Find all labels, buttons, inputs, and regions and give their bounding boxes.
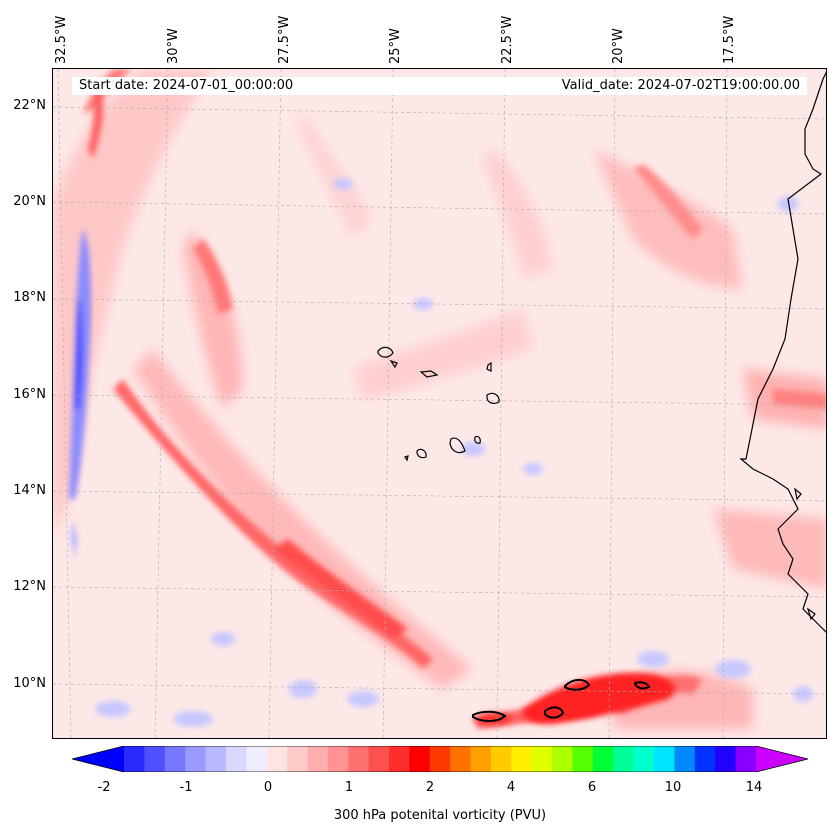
colorbar-segment: [613, 746, 635, 772]
colorbar-segment: [490, 746, 512, 772]
cb-tick-2: 2: [425, 780, 435, 795]
colorbar-segment: [429, 746, 451, 772]
cb-tick-minus-1: -1: [179, 780, 193, 795]
lat-label-10n: 10°N: [13, 676, 46, 691]
colorbar-segment: [572, 746, 594, 772]
cb-tick-10: 10: [664, 780, 682, 795]
colorbar-segment: [552, 746, 574, 772]
lon-label-30w: 30°W: [166, 28, 181, 64]
colorbar-segment: [633, 746, 655, 772]
cb-tick-minus-2: -2: [97, 780, 111, 795]
cb-tick-1: 1: [344, 780, 354, 795]
colorbar-segment: [348, 746, 370, 772]
valid-date: Valid_date: 2024-07-02T19:00:00.00: [561, 78, 800, 93]
lat-label-18n: 18°N: [13, 290, 46, 305]
lon-label-25w: 25°W: [388, 28, 403, 64]
colorbar-segment: [287, 746, 309, 772]
colorbar-segment: [470, 746, 492, 772]
colorbar-segment: [735, 746, 757, 772]
colorbar-segment: [185, 746, 207, 772]
colorbar-segment: [144, 746, 166, 772]
pv-field: [53, 69, 826, 738]
cb-tick-6: 6: [587, 780, 597, 795]
lat-label-22n: 22°N: [13, 98, 46, 113]
colorbar-title: 300 hPa potenital vorticity (PVU): [333, 808, 547, 823]
colorbar-segment: [266, 746, 288, 772]
start-date: Start date: 2024-07-01_00:00:00: [79, 78, 294, 93]
lat-label-14n: 14°N: [13, 483, 46, 498]
lon-label-17-5w: 17.5°W: [722, 15, 737, 64]
colorbar-segment: [205, 746, 227, 772]
cb-tick-0: 0: [263, 780, 273, 795]
colorbar-segment: [164, 746, 186, 772]
colorbar-segment: [307, 746, 329, 772]
lon-label-22-5w: 22.5°W: [500, 15, 515, 64]
lat-label-20n: 20°N: [13, 194, 46, 209]
lat-label-12n: 12°N: [13, 579, 46, 594]
colorbar-segment: [409, 746, 431, 772]
lon-label-20w: 20°W: [611, 28, 626, 64]
colorbar-segment: [225, 746, 247, 772]
colorbar: [72, 746, 808, 772]
colorbar-segment: [450, 746, 472, 772]
colorbar-segment: [246, 746, 268, 772]
colorbar-segment: [531, 746, 553, 772]
lon-label-27-5w: 27.5°W: [277, 15, 292, 64]
lat-label-16n: 16°N: [13, 387, 46, 402]
colorbar-segment: [674, 746, 696, 772]
colorbar-segment: [592, 746, 614, 772]
map-plot-area[interactable]: [52, 68, 827, 739]
colorbar-segment: [694, 746, 716, 772]
cb-tick-4: 4: [506, 780, 516, 795]
colorbar-extend-min: [72, 746, 124, 772]
lon-label-32-5w: 32.5°W: [54, 15, 69, 64]
colorbar-segment: [368, 746, 390, 772]
colorbar-segment: [124, 746, 145, 772]
info-bar: [72, 77, 807, 95]
colorbar-segment: [511, 746, 533, 772]
cb-tick-14: 14: [745, 780, 763, 795]
colorbar-segment: [327, 746, 349, 772]
coastline: [377, 71, 826, 633]
colorbar-segment: [715, 746, 737, 772]
colorbar-segment: [389, 746, 411, 772]
colorbar-segment: [654, 746, 676, 772]
colorbar-extend-max: [756, 746, 808, 772]
